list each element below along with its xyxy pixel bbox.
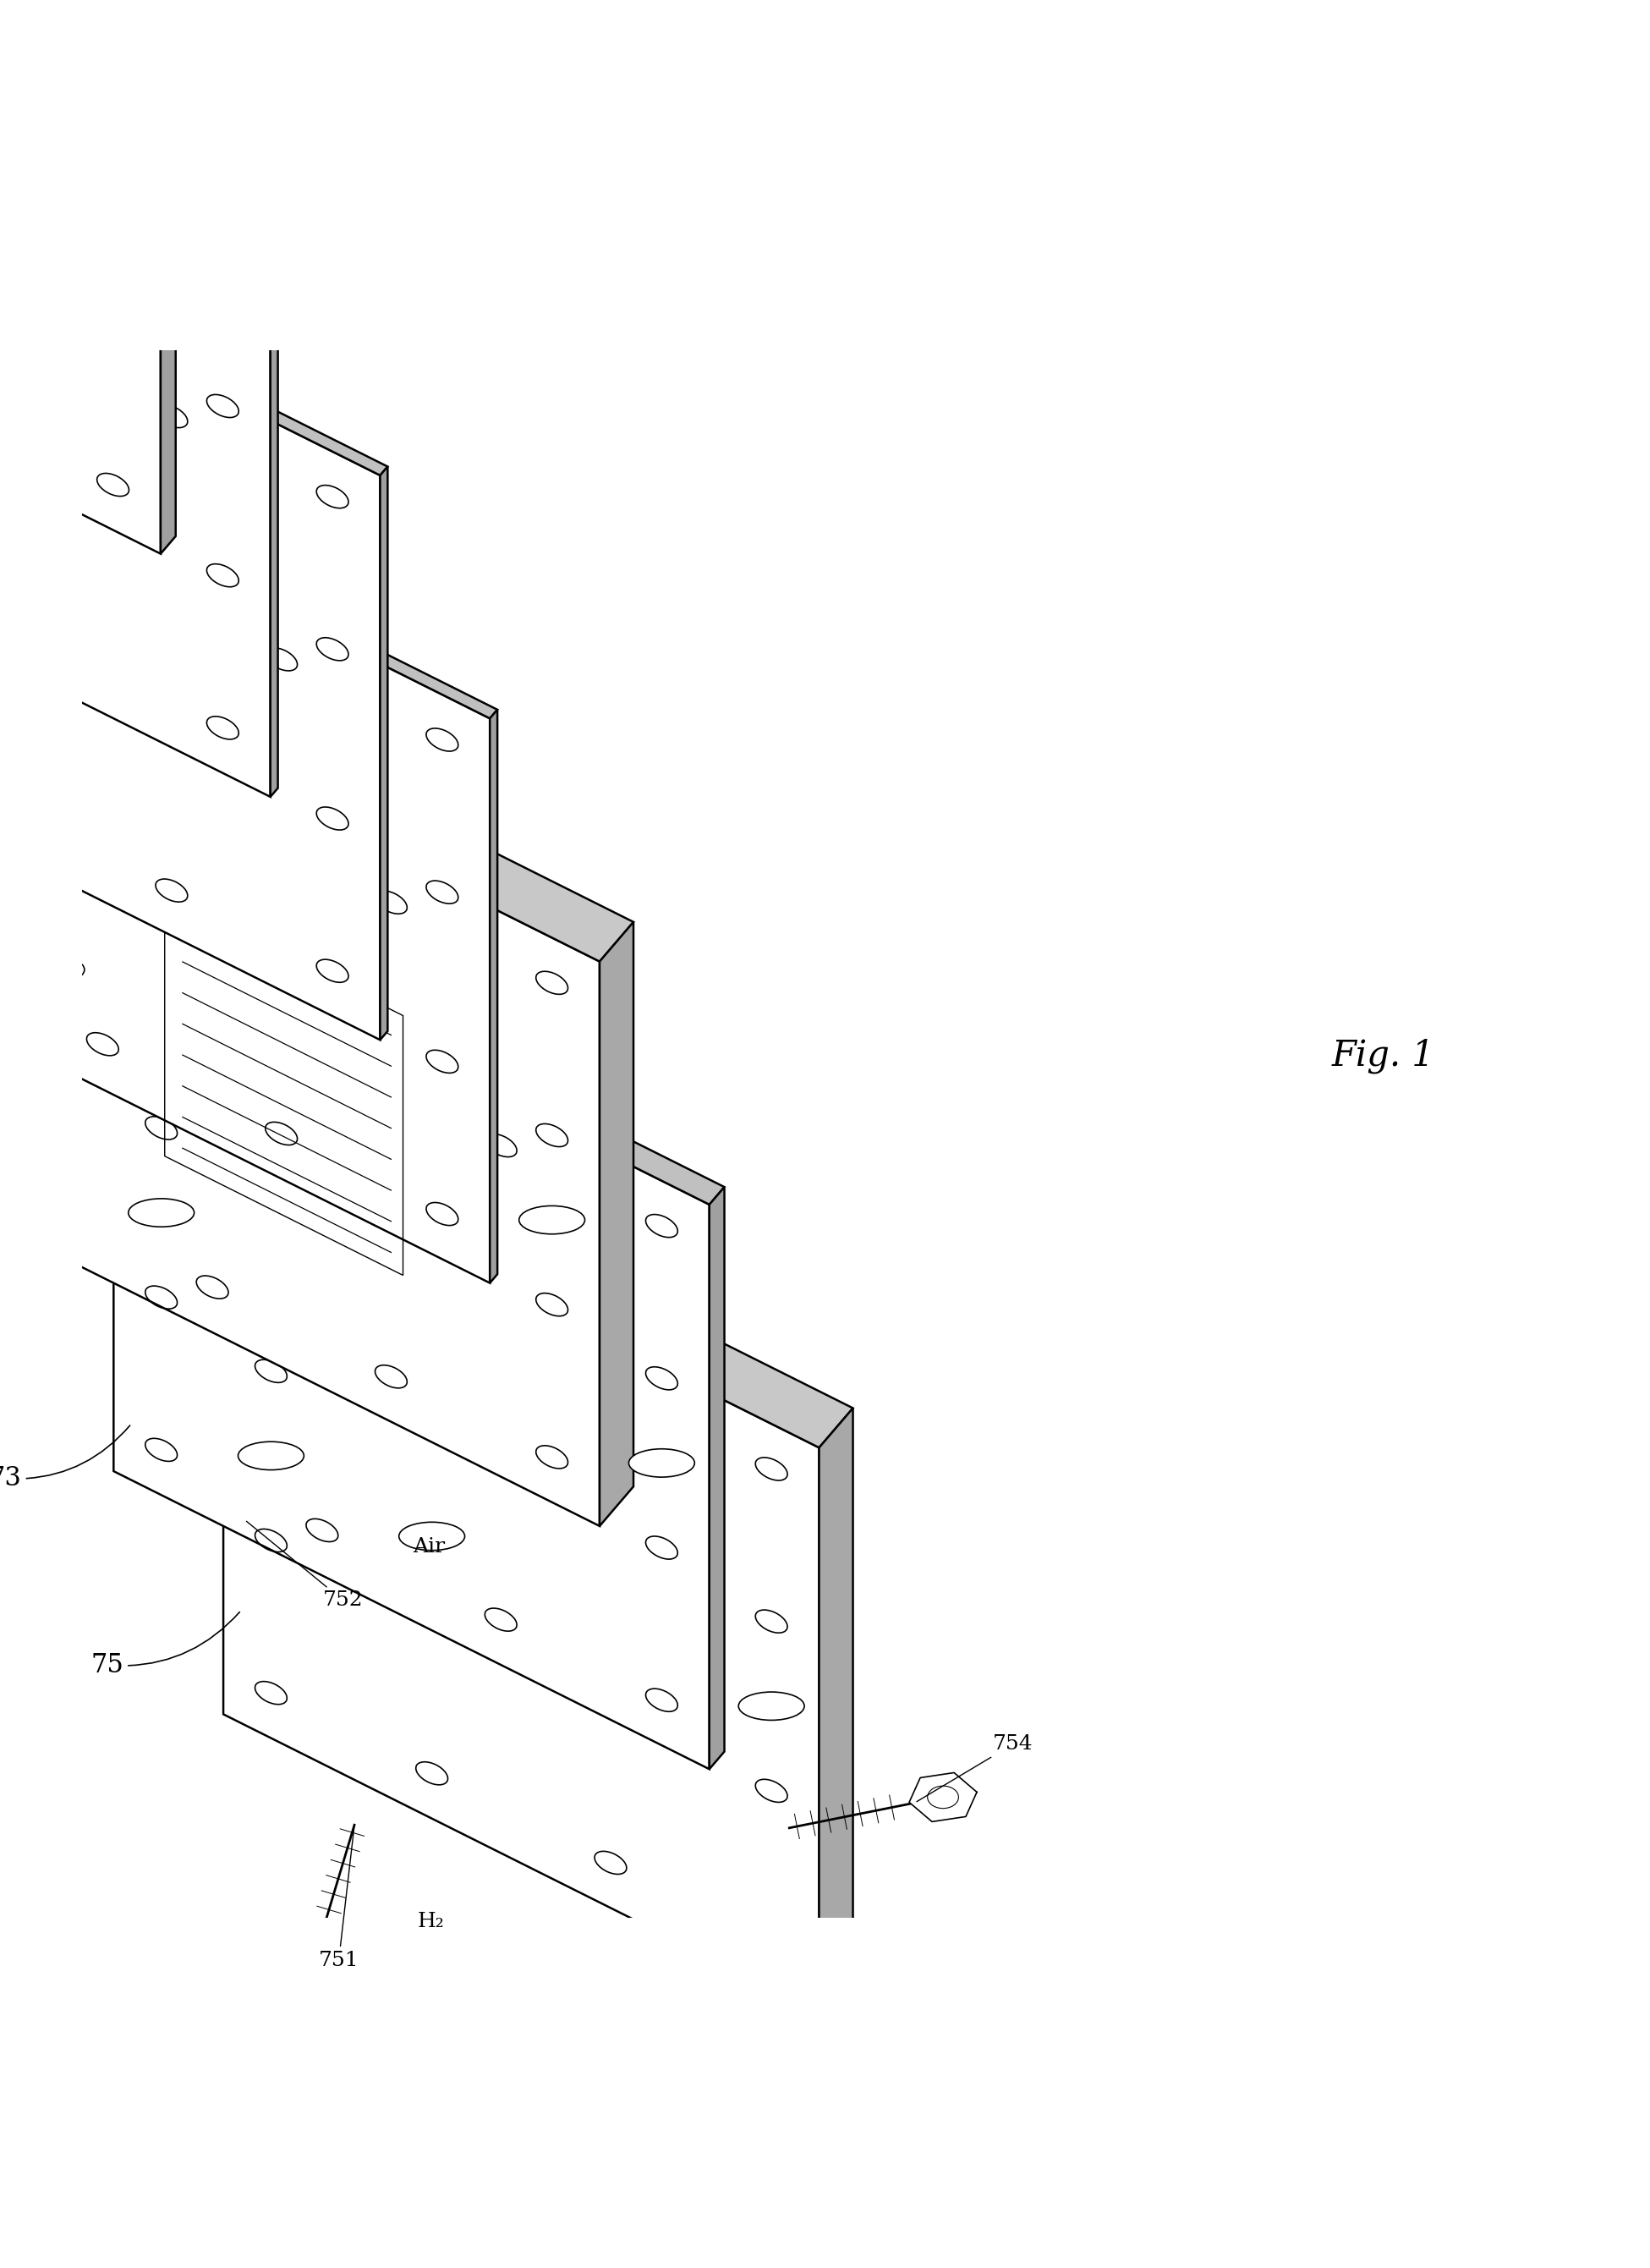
Polygon shape: [223, 1109, 853, 1447]
Polygon shape: [380, 467, 388, 1041]
Polygon shape: [0, 420, 490, 1284]
Text: 754: 754: [917, 1735, 1033, 1801]
Ellipse shape: [18, 798, 84, 826]
Polygon shape: [160, 0, 175, 553]
Text: 75: 75: [91, 1613, 239, 1678]
Polygon shape: [51, 0, 58, 311]
Polygon shape: [490, 710, 497, 1284]
Ellipse shape: [129, 1041, 195, 1068]
Polygon shape: [223, 1150, 818, 2012]
Polygon shape: [276, 1950, 343, 2000]
Polygon shape: [0, 0, 271, 796]
Polygon shape: [114, 889, 724, 1204]
Text: 752: 752: [246, 1522, 363, 1610]
Ellipse shape: [739, 1692, 804, 1719]
Ellipse shape: [238, 1284, 304, 1311]
Ellipse shape: [238, 1442, 304, 1470]
Polygon shape: [3, 665, 599, 1526]
Polygon shape: [0, 0, 51, 311]
Text: 73: 73: [0, 1427, 130, 1492]
Polygon shape: [271, 225, 277, 796]
Polygon shape: [3, 624, 634, 962]
Ellipse shape: [399, 1522, 465, 1551]
Polygon shape: [0, 168, 388, 476]
Ellipse shape: [629, 1449, 695, 1476]
Polygon shape: [818, 1408, 853, 2012]
Text: 751: 751: [318, 1828, 358, 1971]
Polygon shape: [114, 907, 710, 1769]
Polygon shape: [0, 177, 380, 1041]
Polygon shape: [0, 0, 71, 356]
Polygon shape: [599, 923, 634, 1526]
Text: Air: Air: [412, 1538, 446, 1556]
Text: H₂: H₂: [417, 1912, 444, 1930]
Ellipse shape: [81, 234, 145, 261]
Ellipse shape: [129, 1198, 195, 1227]
Ellipse shape: [18, 955, 84, 984]
Polygon shape: [0, 0, 160, 553]
Polygon shape: [909, 1774, 977, 1821]
Polygon shape: [0, 0, 277, 231]
Polygon shape: [563, 2037, 627, 2087]
Ellipse shape: [520, 1207, 584, 1234]
Text: Fig. 1: Fig. 1: [1332, 1039, 1435, 1073]
Polygon shape: [0, 413, 497, 719]
Polygon shape: [710, 1186, 724, 1769]
